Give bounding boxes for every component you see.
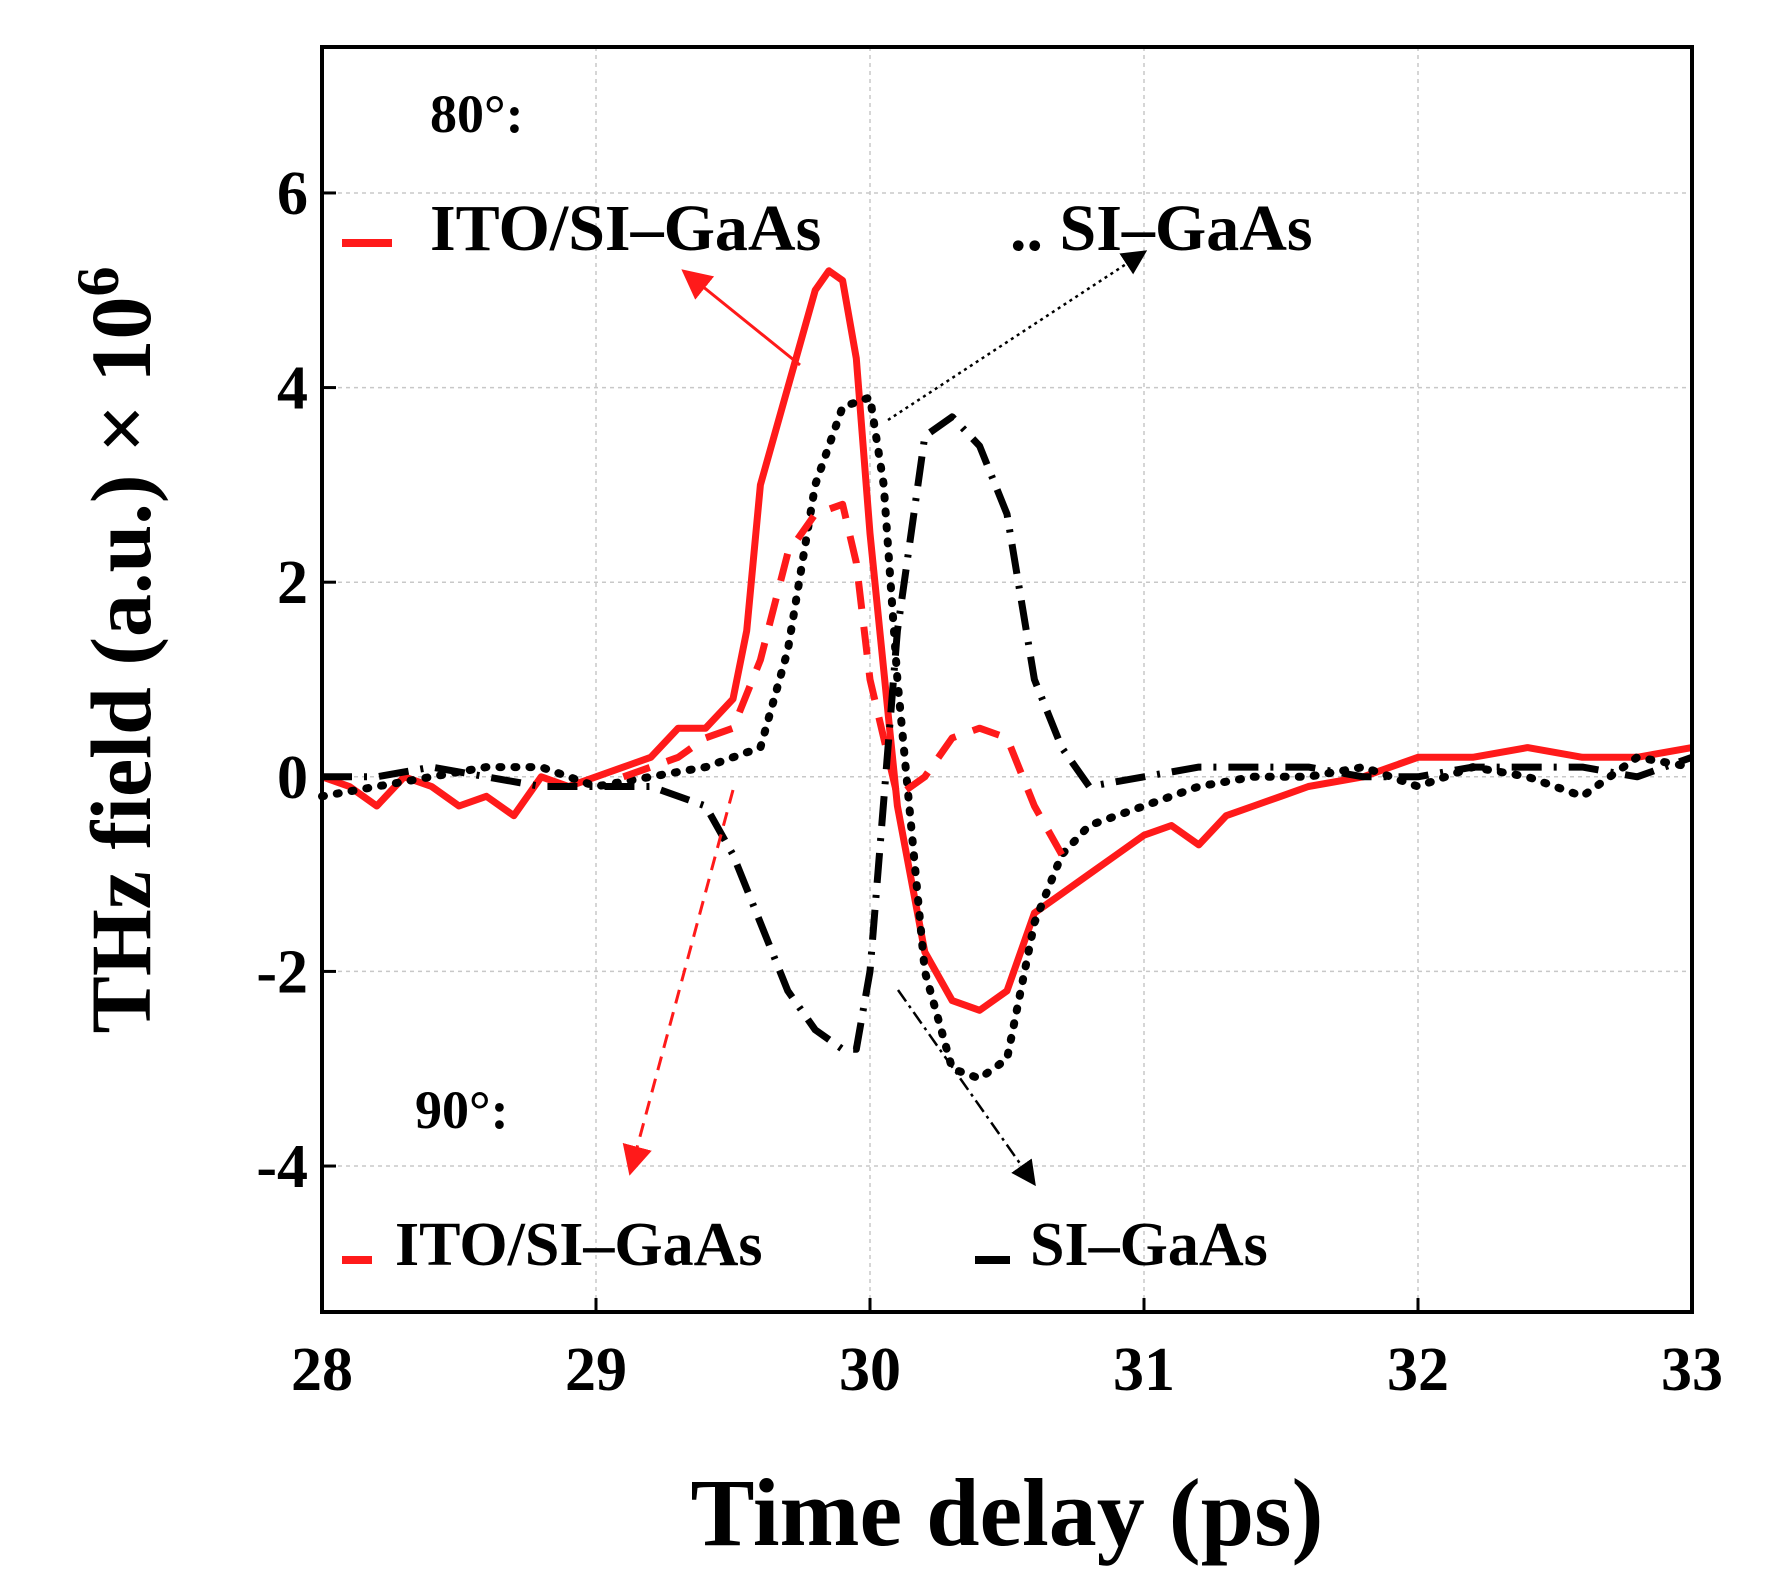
y-tick-label: 6	[277, 160, 308, 228]
legend-label-90-ito: ITO/SI–GaAs	[395, 1211, 763, 1279]
arrow-80-ito	[681, 269, 801, 367]
y-axis-title: THz field (a.u.) × 106	[65, 267, 169, 1034]
x-tick-label: 33	[1661, 1336, 1723, 1404]
x-tick-label: 32	[1387, 1336, 1449, 1404]
series-layer	[318, 267, 1696, 1083]
series-line-80-si-gaas	[318, 393, 1696, 1083]
x-tick-label: 29	[565, 1336, 627, 1404]
arrow-90-si	[896, 989, 1036, 1187]
plot-frame	[320, 45, 1694, 1314]
series-line-80-ito-si-gaas	[320, 267, 1693, 1014]
annotation-80-degree: 80°:	[430, 84, 524, 144]
y-tick-label: -2	[256, 938, 308, 1006]
x-tick-label: 31	[1113, 1336, 1175, 1404]
plot-area	[322, 47, 1692, 1312]
y-tick-label: 0	[277, 744, 308, 812]
y-axis-title-group: THz field (a.u.) × 106	[65, 267, 169, 1034]
x-axis-title: Time delay (ps)	[691, 1459, 1324, 1566]
ticks: 28 29 30 31 32 33 -4 -2 0 2 4 6	[256, 160, 1723, 1404]
y-tick-label: 2	[277, 549, 308, 617]
x-tick-label: 28	[291, 1336, 353, 1404]
y-tick-label: 4	[277, 355, 308, 423]
arrow-90-ito	[622, 789, 735, 1176]
series-line-90-si-gaas	[322, 413, 1694, 1053]
y-axis-exponent: 6	[65, 267, 131, 297]
annotation-90-degree: 90°:	[415, 1080, 509, 1140]
legend-label-90-si: SI–GaAs	[1030, 1211, 1268, 1279]
y-axis-title-text: THz field (a.u.) × 10	[73, 297, 169, 1034]
arrow-80-si	[887, 250, 1148, 422]
x-tick-label: 30	[839, 1336, 901, 1404]
legend-label-80-ito: ITO/SI–GaAs	[430, 192, 821, 265]
y-tick-label: -4	[256, 1133, 308, 1201]
legend-label-80-si: .. SI–GaAs	[1010, 192, 1313, 265]
series-line-90-ito-si-gaas	[622, 500, 1065, 857]
